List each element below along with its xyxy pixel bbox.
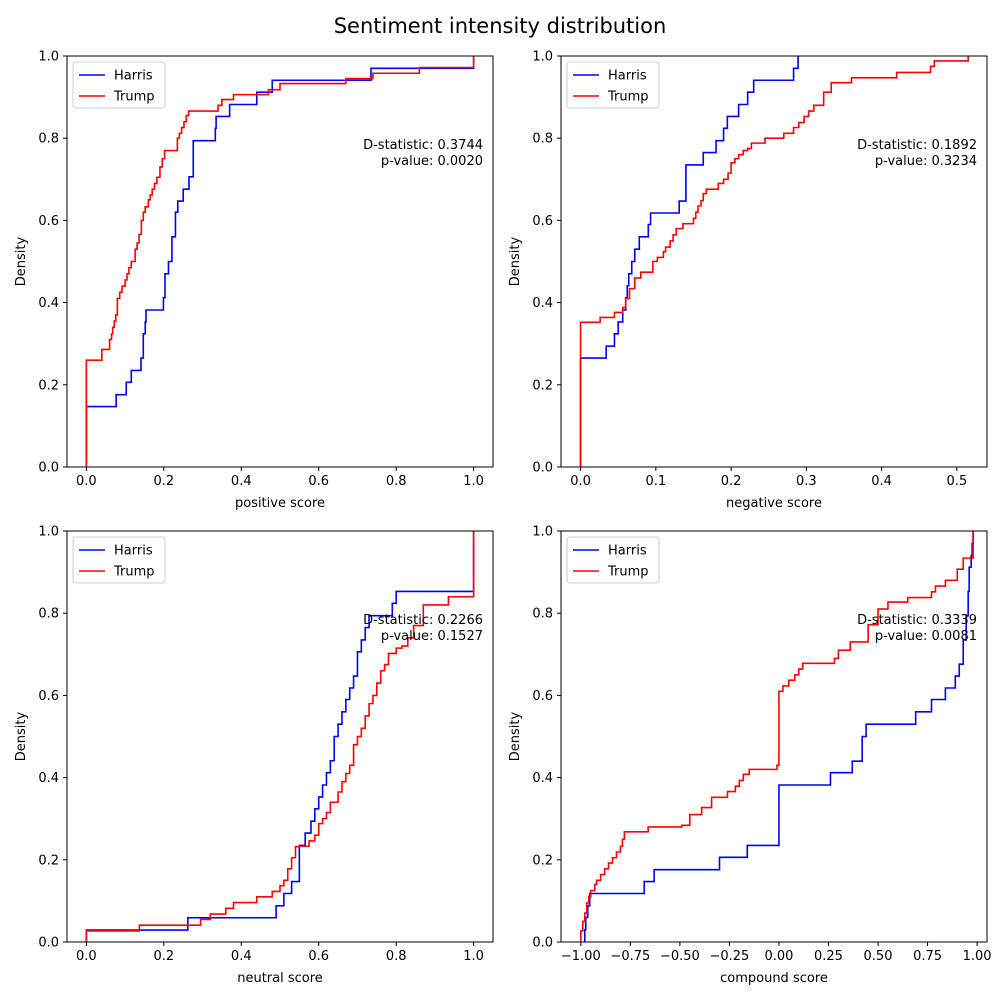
y-tick-label: 0.0 — [38, 936, 59, 951]
y-tick-label: 0.8 — [532, 607, 553, 622]
legend-label-trump: Trump — [113, 90, 155, 105]
x-tick-label: −1.00 — [561, 949, 601, 964]
y-tick-label: 0.4 — [532, 296, 553, 311]
series-line-harris — [579, 56, 799, 467]
y-axis-label: Density — [508, 236, 523, 286]
y-tick-label: 0.2 — [532, 378, 553, 393]
y-tick-label: 0.6 — [532, 214, 553, 229]
y-axis-label: Density — [508, 711, 523, 761]
p-value-annotation: p-value: 0.1527 — [381, 629, 483, 644]
legend: Harris Trump — [566, 536, 660, 584]
x-tick-label: 0.0 — [76, 949, 97, 964]
legend: Harris Trump — [72, 536, 166, 584]
y-tick-label: 0.0 — [532, 461, 553, 476]
y-tick-label: 0.8 — [38, 132, 59, 147]
x-tick-label: 1.0 — [463, 949, 484, 964]
y-tick-label: 1.0 — [532, 525, 553, 540]
p-value-annotation: p-value: 0.3234 — [875, 154, 977, 169]
x-tick-label: 1.0 — [463, 474, 484, 489]
y-tick-label: 0.2 — [38, 378, 59, 393]
axes-frame — [560, 530, 988, 943]
y-tick-label: 0.2 — [532, 853, 553, 868]
y-tick-label: 1.0 — [38, 525, 59, 540]
legend-label-harris: Harris — [608, 69, 647, 84]
series-line-trump — [85, 56, 475, 467]
series-line-harris — [85, 531, 475, 942]
x-tick-label: 1.00 — [963, 949, 992, 964]
y-tick-label: 0.0 — [532, 936, 553, 951]
legend-label-harris: Harris — [114, 69, 153, 84]
y-tick-label: 0.6 — [532, 689, 553, 704]
x-tick-label: 0.2 — [721, 474, 742, 489]
series-line-trump — [580, 531, 974, 942]
legend-label-trump: Trump — [607, 90, 649, 105]
y-axis-label: Density — [14, 236, 29, 286]
y-tick-label: 0.6 — [38, 689, 59, 704]
subplot-neutral: 0.0 0.2 0.4 0.6 0.8 1.0 0.0 0.2 0.4 0.6 0.8 1.0 neut… — [14, 525, 494, 986]
x-tick-label: 0.6 — [308, 949, 329, 964]
subplot-compound: −1.00 −0.75 −0.50 −0.25 0.00 0.25 0.50 0.75 1.00… — [508, 525, 992, 987]
x-tick-label: 0.5 — [947, 474, 968, 489]
y-tick-label: 0.2 — [38, 853, 59, 868]
x-axis-label: compound score — [720, 971, 828, 986]
x-tick-label: −0.25 — [709, 949, 749, 964]
y-tick-label: 0.4 — [532, 771, 553, 786]
series-line-harris — [85, 56, 475, 467]
x-axis-label: neutral score — [237, 971, 323, 986]
legend: Harris Trump — [566, 61, 660, 109]
figure-title: Sentiment intensity distribution — [333, 14, 667, 38]
legend-label-trump: Trump — [113, 565, 155, 580]
p-value-annotation: p-value: 0.0081 — [875, 629, 977, 644]
x-tick-label: 0.4 — [231, 474, 252, 489]
y-tick-label: 0.4 — [38, 771, 59, 786]
legend-label-harris: Harris — [608, 544, 647, 559]
series-line-harris — [583, 531, 974, 942]
d-statistic-annotation: D-statistic: 0.1892 — [857, 138, 977, 153]
subplot-negative: 0.0 0.1 0.2 0.3 0.4 0.5 0.0 0.2 0.4 0.6 0.8 1.0 nega… — [508, 50, 988, 511]
x-tick-label: 0.2 — [153, 949, 174, 964]
x-axis-label: positive score — [235, 496, 325, 511]
x-tick-label: 0.2 — [153, 474, 174, 489]
d-statistic-annotation: D-statistic: 0.2266 — [363, 613, 483, 628]
subplot-positive: 0.0 0.2 0.4 0.6 0.8 1.0 0.0 0.2 0.4 0.6 0.8 1.0 posi… — [14, 50, 494, 511]
y-tick-label: 0.0 — [38, 461, 59, 476]
x-tick-label: 0.8 — [386, 949, 407, 964]
legend-label-trump: Trump — [607, 565, 649, 580]
legend: Harris Trump — [72, 61, 166, 109]
x-tick-label: 0.8 — [386, 474, 407, 489]
x-tick-label: 0.3 — [796, 474, 817, 489]
x-tick-label: 0.4 — [871, 474, 892, 489]
axes-frame — [560, 55, 988, 468]
axes-frame — [66, 530, 494, 943]
series-line-trump — [85, 531, 475, 942]
x-tick-label: 0.1 — [645, 474, 666, 489]
legend-label-harris: Harris — [114, 544, 153, 559]
x-tick-label: 0.0 — [76, 474, 97, 489]
d-statistic-annotation: D-statistic: 0.3744 — [363, 138, 483, 153]
x-tick-label: 0.4 — [231, 949, 252, 964]
d-statistic-annotation: D-statistic: 0.3339 — [857, 613, 977, 628]
p-value-annotation: p-value: 0.0020 — [381, 154, 483, 169]
y-tick-label: 0.6 — [38, 214, 59, 229]
y-tick-label: 0.4 — [38, 296, 59, 311]
x-tick-label: −0.75 — [610, 949, 650, 964]
y-tick-label: 0.8 — [532, 132, 553, 147]
x-tick-label: 0.75 — [913, 949, 942, 964]
y-tick-label: 1.0 — [38, 50, 59, 65]
axes-frame — [66, 55, 494, 468]
y-tick-label: 0.8 — [38, 607, 59, 622]
y-tick-label: 1.0 — [532, 50, 553, 65]
x-tick-label: 0.25 — [814, 949, 843, 964]
x-tick-label: 0.50 — [864, 949, 893, 964]
x-tick-label: 0.00 — [764, 949, 793, 964]
x-tick-label: −0.50 — [660, 949, 700, 964]
y-axis-label: Density — [14, 711, 29, 761]
x-axis-label: negative score — [726, 496, 822, 511]
x-tick-label: 0.6 — [308, 474, 329, 489]
x-tick-label: 0.0 — [570, 474, 591, 489]
series-line-trump — [579, 56, 969, 467]
